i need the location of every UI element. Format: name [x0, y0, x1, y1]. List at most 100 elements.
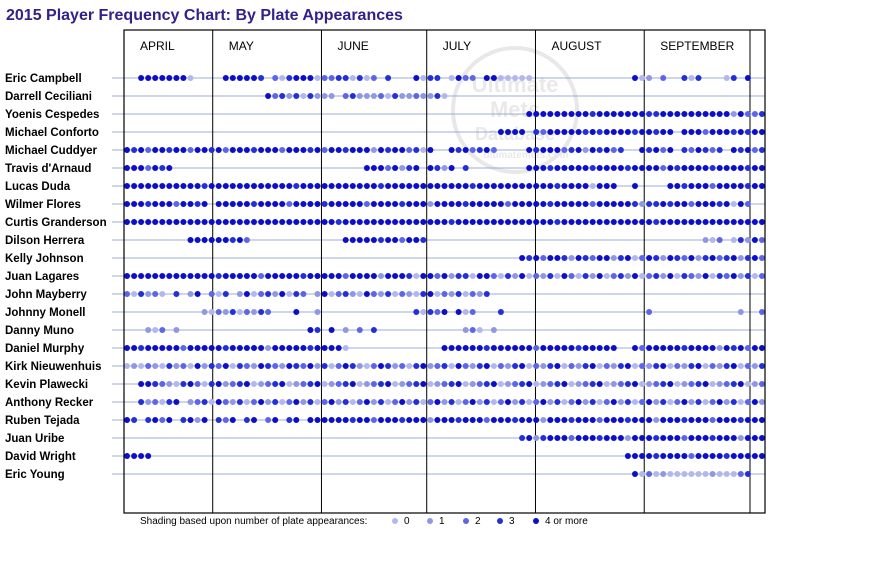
- pa-dot: [229, 183, 236, 189]
- pa-dot: [483, 291, 490, 297]
- plot-frame: [123, 29, 766, 514]
- pa-dot: [533, 273, 540, 279]
- pa-dot: [681, 345, 688, 351]
- pa-dot: [695, 471, 702, 477]
- pa-dot: [258, 363, 265, 369]
- pa-dot: [131, 345, 138, 351]
- pa-dot: [681, 381, 688, 387]
- pa-dot: [392, 165, 399, 171]
- pa-dot: [420, 309, 427, 315]
- pa-dot: [406, 219, 413, 225]
- pa-dot: [152, 417, 159, 423]
- player-name: Kelly Johnson: [5, 253, 84, 265]
- pa-dot: [610, 165, 617, 171]
- pa-dot: [547, 129, 554, 135]
- pa-dot: [759, 219, 765, 225]
- pa-dot: [138, 453, 145, 459]
- pa-dot: [314, 75, 321, 81]
- pa-dot: [370, 363, 377, 369]
- pa-dot: [413, 93, 420, 99]
- pa-dot: [582, 111, 589, 117]
- pa-dot: [448, 363, 455, 369]
- pa-dot: [596, 183, 603, 189]
- pa-dot: [667, 129, 674, 135]
- pa-dot: [363, 273, 370, 279]
- pa-dot: [716, 363, 723, 369]
- pa-dot: [540, 345, 547, 351]
- pa-dot: [462, 165, 469, 171]
- pa-dot: [180, 147, 187, 153]
- pa-dot: [540, 273, 547, 279]
- pa-dot: [737, 147, 744, 153]
- pa-dot: [434, 399, 441, 405]
- pa-dot: [554, 165, 561, 171]
- pa-dot: [124, 417, 130, 423]
- pa-dot: [392, 273, 399, 279]
- pa-dot: [632, 471, 638, 477]
- pa-dot: [455, 147, 462, 153]
- pa-dot: [434, 417, 441, 423]
- pa-dot: [646, 219, 653, 225]
- pa-dot: [434, 201, 441, 207]
- pa-dot: [159, 417, 166, 423]
- pa-dot: [716, 183, 723, 189]
- pa-dot: [441, 93, 448, 99]
- pa-dot: [646, 417, 653, 423]
- pa-dot: [413, 399, 420, 405]
- pa-dot: [356, 417, 363, 423]
- pa-dot: [688, 183, 695, 189]
- pa-dot: [208, 399, 215, 405]
- pa-dot: [737, 417, 744, 423]
- pa-dot: [201, 417, 208, 423]
- pa-dot: [561, 219, 568, 225]
- pa-dot: [709, 399, 716, 405]
- pa-dot: [596, 129, 603, 135]
- pa-dot: [547, 381, 554, 387]
- pa-dot: [526, 435, 533, 441]
- pa-dot: [159, 75, 166, 81]
- pa-dot: [617, 111, 624, 117]
- pa-dot: [751, 381, 758, 387]
- pa-dot: [363, 75, 370, 81]
- pa-dot: [575, 435, 582, 441]
- pa-dot: [476, 147, 483, 153]
- pa-dot: [596, 201, 603, 207]
- pa-dot: [751, 453, 758, 459]
- pa-dot: [540, 399, 547, 405]
- pa-dot: [632, 201, 638, 207]
- pa-dot: [335, 399, 342, 405]
- pa-dot: [554, 147, 561, 153]
- pa-dot: [208, 183, 215, 189]
- pa-dot: [413, 147, 420, 153]
- pa-dot: [307, 147, 314, 153]
- pa-dot: [674, 183, 681, 189]
- pa-dot: [596, 219, 603, 225]
- pa-dot: [378, 201, 384, 207]
- pa-dot: [236, 309, 243, 315]
- pa-dot: [222, 291, 229, 297]
- pa-dot: [265, 273, 272, 279]
- pa-dot: [215, 345, 222, 351]
- pa-dot: [314, 219, 321, 225]
- pa-dot: [695, 219, 702, 225]
- pa-dot: [737, 183, 744, 189]
- pa-dot: [688, 165, 695, 171]
- pa-dot: [187, 291, 194, 297]
- pa-dot: [370, 399, 377, 405]
- pa-dot: [279, 75, 286, 81]
- pa-dot: [342, 327, 349, 333]
- pa-dot: [166, 345, 173, 351]
- pa-dot: [208, 309, 215, 315]
- pa-dot: [547, 111, 554, 117]
- pa-dot: [293, 291, 300, 297]
- pa-dot: [723, 471, 730, 477]
- pa-dot: [519, 399, 526, 405]
- pa-dot: [589, 111, 596, 117]
- pa-dot: [265, 345, 272, 351]
- pa-dot: [688, 381, 695, 387]
- pa-dot: [610, 435, 617, 441]
- pa-dot: [519, 345, 526, 351]
- pa-dot: [688, 255, 695, 261]
- player-name: Juan Uribe: [5, 433, 64, 445]
- pa-dot: [236, 201, 243, 207]
